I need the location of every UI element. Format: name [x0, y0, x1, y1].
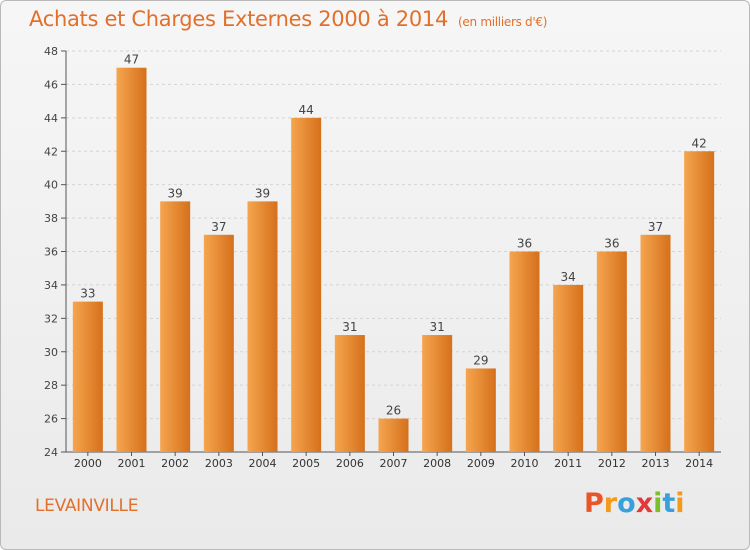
bar-2000: [72, 301, 103, 452]
y-tick-label: 48: [44, 45, 58, 58]
chart-title: Achats et Charges Externes 2000 à 2014 (e…: [29, 7, 547, 31]
y-tick-label: 42: [44, 145, 58, 158]
logo-letter: P: [584, 488, 604, 519]
chart-subtitle: (en milliers d'€): [458, 15, 548, 29]
x-tick-label: 2008: [423, 457, 451, 470]
bar-value-label: 39: [255, 186, 270, 200]
y-tick-label: 38: [44, 212, 58, 225]
proxiti-logo: Proxiti: [584, 488, 685, 519]
bar-2011: [553, 284, 584, 452]
logo-letter: t: [662, 488, 676, 519]
bar-value-label: 31: [342, 320, 357, 334]
bar-2014: [684, 151, 715, 452]
bar-value-label: 36: [604, 237, 619, 251]
x-tick-label: 2006: [336, 457, 364, 470]
bar-value-label: 39: [168, 186, 183, 200]
bar-value-label: 47: [124, 53, 139, 67]
chart-title-text: Achats et Charges Externes 2000 à 2014: [29, 7, 449, 31]
logo-letter: x: [635, 488, 654, 519]
y-tick-label: 28: [44, 379, 58, 392]
y-tick-label: 24: [44, 446, 58, 459]
x-tick-label: 2009: [467, 457, 495, 470]
x-tick-label: 2010: [511, 457, 539, 470]
x-tick-label: 2001: [118, 457, 146, 470]
logo-letter: r: [603, 488, 618, 519]
y-tick-label: 40: [44, 179, 58, 192]
bar-2003: [203, 234, 234, 452]
y-tick-label: 44: [44, 112, 58, 125]
bar-2006: [334, 335, 365, 452]
x-tick-label: 2007: [380, 457, 408, 470]
bar-value-label: 29: [473, 353, 488, 367]
y-tick-label: 34: [44, 279, 58, 292]
bar-2002: [160, 201, 191, 452]
bar-value-label: 37: [648, 220, 663, 234]
bar-2007: [378, 418, 409, 452]
bar-value-label: 26: [386, 404, 401, 418]
x-tick-label: 2000: [74, 457, 102, 470]
bar-2009: [465, 368, 496, 452]
x-tick-label: 2011: [554, 457, 582, 470]
bar-2005: [291, 117, 322, 452]
bar-value-label: 31: [430, 320, 445, 334]
bar-2004: [247, 201, 278, 452]
logo-letter: o: [617, 488, 636, 519]
x-tick-label: 2003: [205, 457, 233, 470]
bar-2012: [596, 251, 627, 452]
bar-2013: [640, 234, 671, 452]
y-tick-label: 26: [44, 413, 58, 426]
logo-letter: i: [675, 488, 685, 519]
bar-value-label: 37: [211, 220, 226, 234]
x-tick-label: 2002: [161, 457, 189, 470]
bar-value-label: 33: [80, 287, 95, 301]
bar-2001: [116, 67, 147, 452]
bar-value-label: 44: [299, 103, 314, 117]
bar-value-label: 36: [517, 237, 532, 251]
x-tick-label: 2012: [598, 457, 626, 470]
x-tick-label: 2013: [642, 457, 670, 470]
y-tick-label: 32: [44, 312, 58, 325]
y-tick-label: 30: [44, 346, 58, 359]
city-name: LEVAINVILLE: [35, 496, 139, 516]
bar-2008: [422, 335, 453, 452]
bars: 33 47 39 37 39 44 31 26 31 29 36 34 36 37 42: [72, 53, 715, 452]
x-tick-label: 2004: [249, 457, 277, 470]
bar-value-label: 34: [561, 270, 576, 284]
bar-chart: 24 26 28 30 32 34 36 38 40 42 44 46 48 2000 2001 2002 20…: [44, 45, 721, 470]
x-tick-label: 2005: [292, 457, 320, 470]
x-tick-label: 2014: [685, 457, 713, 470]
bar-value-label: 42: [692, 136, 707, 150]
bar-2010: [509, 251, 540, 452]
y-tick-label: 46: [44, 78, 58, 91]
logo-letter: i: [653, 488, 663, 519]
y-tick-label: 36: [44, 246, 58, 259]
